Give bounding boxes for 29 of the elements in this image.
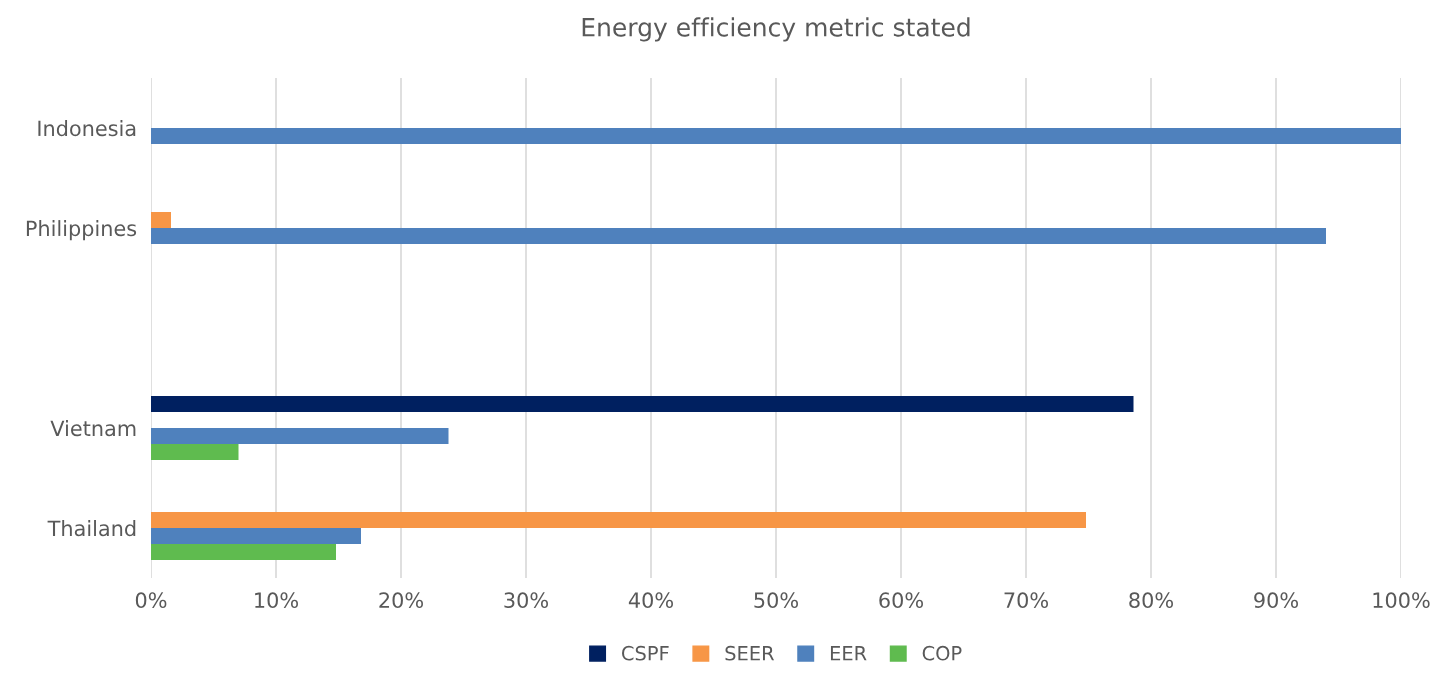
legend-label: CSPF [622, 645, 669, 661]
y-tick-label: Thailand [47, 520, 136, 537]
bar [151, 512, 1086, 528]
legend-label: SEER [725, 645, 775, 661]
bar [151, 428, 449, 444]
x-tick-label: 60% [879, 592, 923, 609]
x-tick-label: 20% [379, 592, 423, 609]
x-tick-label: 80% [1129, 592, 1173, 609]
x-tick-label: 70% [1004, 592, 1048, 609]
legend-label: COP [922, 645, 962, 661]
x-tick-label: 40% [628, 592, 673, 609]
x-tick-label: 90% [1254, 592, 1298, 609]
x-tick-label: 10% [255, 592, 298, 609]
bar [151, 544, 336, 560]
y-tick-label: Vietnam [50, 420, 136, 437]
chart-title: Energy efficiency metric stated [582, 17, 970, 42]
bar [151, 528, 361, 544]
y-tick-label: Philippines [26, 220, 137, 241]
legend-label: EER [830, 646, 867, 661]
bar [151, 396, 1134, 412]
bar [151, 128, 1401, 144]
bar [151, 228, 1326, 244]
y-tick-label: Indonesia [38, 120, 136, 137]
x-tick-label: 100% [1373, 592, 1430, 609]
bar [151, 212, 171, 228]
x-tick-label: 0% [135, 592, 167, 609]
x-tick-label: 50% [754, 592, 798, 609]
x-tick-label: 30% [504, 592, 548, 609]
bar [151, 444, 239, 460]
